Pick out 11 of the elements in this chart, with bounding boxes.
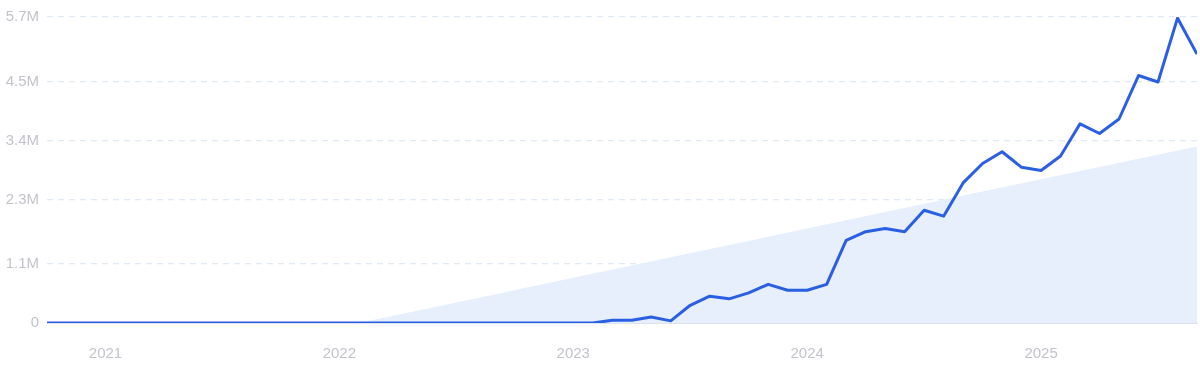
x-tick-label: 2025 xyxy=(1024,344,1058,362)
y-tick-label: 1.1M xyxy=(5,254,39,272)
y-tick-label: 4.5M xyxy=(5,71,39,89)
x-tick-label: 2022 xyxy=(322,344,357,362)
x-tick-label: 2024 xyxy=(790,344,824,362)
y-tick-label: 3.4M xyxy=(5,130,39,148)
y-tick-label: 2.3M xyxy=(5,189,39,207)
x-tick-label: 2021 xyxy=(88,344,123,362)
y-tick-label: 0 xyxy=(30,313,39,331)
y-tick-label: 5.7M xyxy=(5,7,39,25)
x-tick-label: 2023 xyxy=(556,344,590,362)
